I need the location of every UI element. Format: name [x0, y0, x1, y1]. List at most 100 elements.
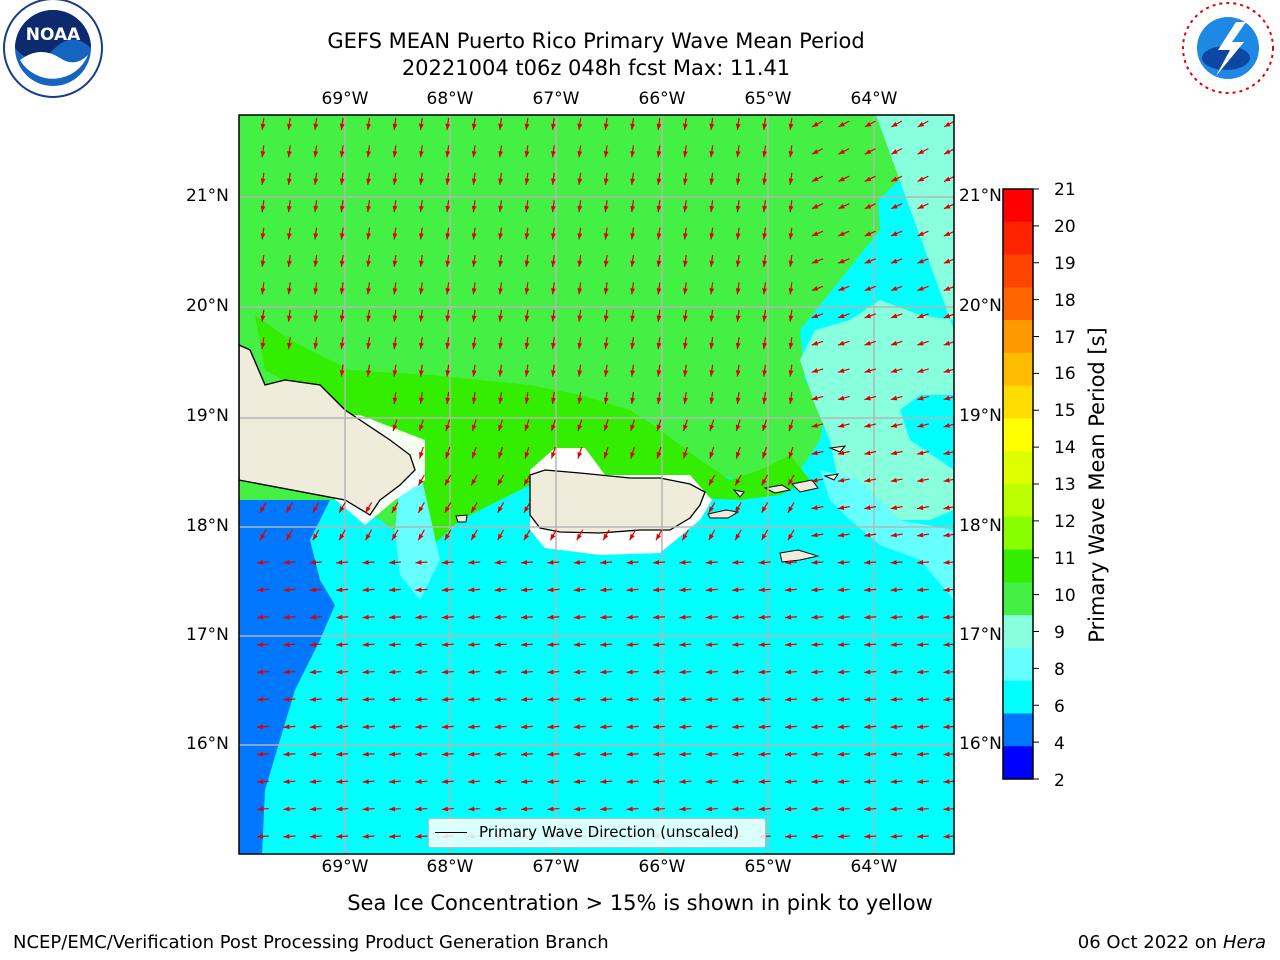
wave-arrow-head — [812, 149, 819, 155]
lon-label-top: 67°W — [532, 89, 580, 109]
wave-arrow-head — [392, 424, 398, 432]
wave-arrow-head — [551, 424, 556, 432]
wave-arrow-head — [603, 370, 609, 377]
wave-arrow-head — [339, 123, 345, 130]
wave-arrow-head — [683, 424, 688, 432]
footer-date-text: 06 Oct 2022 on — [1077, 932, 1223, 953]
wave-arrow-head — [735, 315, 741, 322]
wave-arrow-head — [630, 315, 635, 322]
wave-arrow-head — [441, 560, 448, 565]
wave-arrow-head — [653, 724, 660, 730]
wave-arrow-head — [468, 779, 475, 784]
wave-arrow-head — [788, 205, 794, 213]
wave-arrow-head — [864, 121, 872, 127]
colorbar-segment — [1003, 320, 1033, 354]
wave-arrow-head — [468, 642, 475, 647]
wave-arrow-head — [705, 779, 712, 784]
wave-arrow-head — [917, 614, 924, 620]
wave-arrow-head — [944, 149, 951, 155]
wave-arrow-head — [626, 724, 633, 730]
wave-arrow-head — [917, 231, 924, 236]
wave-arrow-head — [287, 342, 292, 350]
wave-arrow-head — [313, 288, 319, 295]
wave-arrow-head — [626, 779, 633, 784]
wave-arrow-head — [735, 288, 741, 295]
lon-label-top: 66°W — [638, 89, 686, 109]
wave-arrow-head — [498, 424, 503, 432]
wave-arrow-head — [392, 342, 398, 350]
wave-arrow-head — [656, 370, 662, 377]
wave-arrow-head — [445, 315, 451, 322]
wave-arrow-head — [735, 260, 741, 267]
wave-arrow-head — [630, 233, 635, 240]
wave-arrow-head — [498, 288, 503, 295]
wave-arrow-head — [471, 342, 477, 350]
wave-arrow-head — [943, 697, 950, 702]
wave-arrow-head — [626, 751, 633, 757]
wave-arrow-head — [758, 697, 765, 702]
wave-arrow-head — [890, 368, 898, 373]
wave-arrow-head — [497, 506, 503, 513]
wave-arrow-head — [600, 669, 607, 675]
wave-arrow-head — [577, 288, 583, 295]
wave-arrow-head — [312, 506, 318, 513]
lat-label-left: 17°N — [186, 625, 229, 645]
wave-arrow-head — [890, 532, 897, 538]
wave-arrow-head — [653, 560, 660, 565]
wave-arrow-head — [656, 205, 662, 213]
wave-arrow-head — [551, 260, 556, 267]
wave-arrow-head — [573, 779, 580, 784]
wave-arrow-head — [788, 424, 794, 432]
lon-label-top: 69°W — [321, 89, 369, 109]
wave-arrow-head — [389, 669, 396, 675]
wave-arrow-head — [788, 479, 794, 486]
wave-arrow-head — [837, 642, 844, 647]
wave-arrow-head — [419, 452, 424, 459]
wave-arrow-head — [260, 288, 266, 295]
wave-arrow-head — [943, 340, 951, 346]
wave-arrow-head — [600, 587, 607, 593]
wave-arrow-head — [415, 751, 422, 757]
wave-arrow-head — [735, 506, 741, 513]
wave-arrow-head — [709, 342, 715, 350]
wave-arrow-head — [683, 315, 688, 322]
wave-arrow-head — [838, 204, 845, 209]
wave-arrow-head — [339, 205, 345, 213]
wave-arrow-head — [419, 397, 424, 404]
wave-arrow-head — [521, 751, 528, 757]
wave-arrow-head — [838, 231, 845, 236]
wave-arrow-head — [445, 288, 451, 295]
wave-arrow-head — [837, 834, 844, 839]
wave-arrow-head — [600, 751, 607, 757]
wave-arrow-head — [630, 151, 635, 158]
wave-arrow-head — [415, 560, 422, 565]
wave-arrow-head — [365, 533, 371, 541]
wave-arrow-head — [603, 260, 609, 267]
wave-arrow-head — [811, 313, 819, 319]
wave-arrow-head — [788, 151, 794, 158]
wave-arrow-head — [732, 724, 739, 730]
wave-arrow-head — [626, 587, 633, 593]
wave-arrow-head — [890, 313, 898, 319]
wave-arrow-head — [762, 315, 767, 322]
wave-arrow-head — [392, 506, 398, 513]
wave-arrow-head — [551, 233, 556, 240]
wave-arrow-head — [811, 258, 819, 264]
wave-arrow-head — [656, 452, 662, 459]
wave-arrow-head — [864, 258, 872, 264]
colorbar-segment — [1003, 484, 1033, 518]
wave-arrow-head — [392, 151, 398, 158]
sea-period-8-9-east — [820, 470, 954, 600]
wave-arrow-head — [392, 397, 398, 404]
wave-arrow-head — [758, 642, 765, 647]
wave-arrow-head — [415, 779, 422, 784]
wave-arrow-head — [653, 614, 660, 620]
wave-arrow-head — [498, 233, 503, 240]
wave-arrow-head — [362, 642, 369, 647]
wave-arrow-head — [576, 533, 582, 541]
wave-arrow-head — [392, 288, 398, 295]
colorbar-tick: 19 — [1054, 254, 1076, 274]
wave-arrow-head — [547, 560, 554, 565]
wave-arrow-head — [573, 724, 580, 730]
wave-arrow-head — [838, 176, 845, 182]
